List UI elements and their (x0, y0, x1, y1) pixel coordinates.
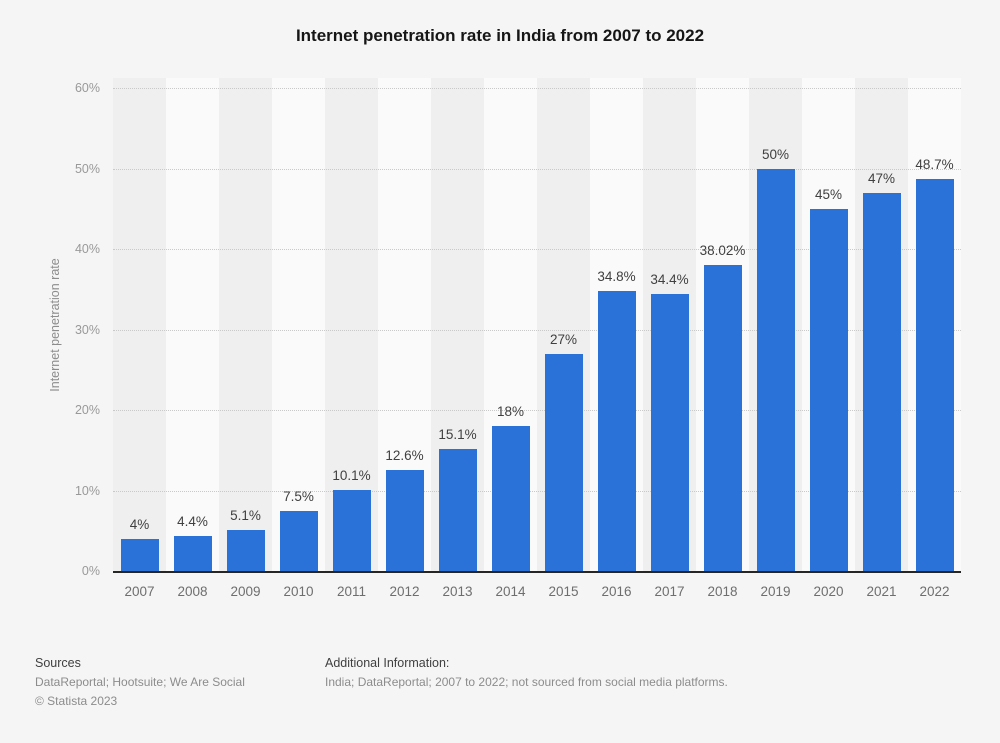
x-tick-label: 2009 (230, 584, 261, 599)
bar (809, 208, 848, 571)
bar (703, 264, 742, 571)
x-tick-label: 2010 (283, 584, 314, 599)
x-tick-label: 2008 (177, 584, 208, 599)
bar-value-label: 34.4% (650, 272, 689, 288)
copyright-text: © Statista 2023 (35, 694, 118, 708)
x-tick-label: 2021 (866, 584, 897, 599)
plot-area: 4% 2007 4.4% 2008 5.1% 2009 7.5% 2010 10.1% 2011 1… (113, 78, 961, 599)
bar-value-label: 34.8% (597, 268, 636, 284)
additional-info-label: Additional Information: (325, 656, 450, 670)
bar-value-label: 50% (761, 146, 790, 162)
x-tick-label: 2014 (495, 584, 526, 599)
gridline (113, 410, 961, 411)
x-tick-label: 2019 (760, 584, 791, 599)
gridline (113, 88, 961, 89)
bar-column: 15.1% 2013 (431, 78, 484, 599)
bar-value-label: 7.5% (283, 488, 314, 504)
sources-label: Sources (35, 656, 81, 670)
gridline (113, 168, 961, 170)
x-tick-label: 2012 (389, 584, 420, 599)
y-axis-tick-labels: 0% 10% 20% 30% 40% 50% 60% (0, 78, 100, 578)
bar (915, 178, 954, 571)
bar-value-label: 15.1% (438, 427, 477, 443)
bar (120, 538, 159, 571)
bar (226, 529, 265, 571)
bar (544, 353, 583, 571)
bar-column: 48.7% 2022 (908, 78, 961, 599)
gridline (113, 329, 961, 331)
bar-column: 34.8% 2016 (590, 78, 643, 599)
chart-title: Internet penetration rate in India from … (295, 26, 705, 45)
sources-block: Sources DataReportal; Hootsuite; We Are … (35, 656, 245, 713)
x-tick-label: 2016 (601, 584, 632, 599)
bar-value-label: 47% (867, 170, 896, 186)
sources-text: DataReportal; Hootsuite; We Are Social (35, 675, 245, 689)
y-tick-label: 40% (74, 242, 100, 256)
bar-value-label: 48.7% (915, 156, 954, 172)
bar-column: 18% 2014 (484, 78, 537, 599)
x-tick-label: 2020 (813, 584, 844, 599)
bar (597, 290, 636, 571)
x-tick-label: 2018 (707, 584, 738, 599)
additional-info-text: India; DataReportal; 2007 to 2022; not s… (325, 675, 728, 689)
bar (279, 510, 318, 571)
gridline (113, 490, 961, 492)
bar-value-label: 27% (549, 331, 578, 347)
bar (173, 535, 212, 571)
bar-column: 4% 2007 (113, 78, 166, 599)
bar-value-label: 45% (814, 186, 843, 202)
x-tick-label: 2015 (548, 584, 579, 599)
bar-column: 4.4% 2008 (166, 78, 219, 599)
bar-column: 27% 2015 (537, 78, 590, 599)
bar-value-label: 4% (129, 516, 150, 532)
bar-value-label: 18% (496, 404, 525, 420)
bar-column: 50% 2019 (749, 78, 802, 599)
bar (756, 168, 795, 571)
y-tick-label: 10% (74, 483, 100, 498)
x-tick-label: 2013 (442, 584, 473, 599)
bar-column: 34.4% 2017 (643, 78, 696, 599)
bar (385, 469, 424, 571)
y-tick-label: 60% (74, 80, 100, 95)
bar (862, 192, 901, 571)
y-tick-label: 0% (81, 564, 100, 578)
bar-column: 12.6% 2012 (378, 78, 431, 599)
additional-info-block: Additional Information: India; DataRepor… (325, 656, 728, 694)
bar (491, 426, 530, 571)
bar-column: 45% 2020 (802, 78, 855, 599)
bar (650, 294, 689, 571)
bar-column: 38.02% 2018 (696, 78, 749, 599)
y-tick-label: 30% (74, 322, 100, 337)
bar-value-label: 5.1% (230, 507, 261, 523)
y-tick-label: 20% (74, 403, 100, 417)
bar-value-label: 10.1% (332, 467, 371, 483)
gridline (113, 249, 961, 250)
bar-value-label: 38.02% (699, 242, 746, 258)
bar (332, 489, 371, 571)
bar-column: 5.1% 2009 (219, 78, 272, 599)
bar-value-label: 12.6% (385, 447, 424, 463)
bar-column: 47% 2021 (855, 78, 908, 599)
y-tick-label: 50% (74, 161, 100, 176)
x-tick-label: 2017 (654, 584, 685, 599)
bar-column: 10.1% 2011 (325, 78, 378, 599)
x-tick-label: 2011 (336, 584, 367, 599)
bar-value-label: 4.4% (177, 513, 208, 529)
bar-column: 7.5% 2010 (272, 78, 325, 599)
x-tick-label: 2022 (919, 584, 950, 599)
bar (438, 449, 477, 571)
x-tick-label: 2007 (124, 584, 155, 599)
